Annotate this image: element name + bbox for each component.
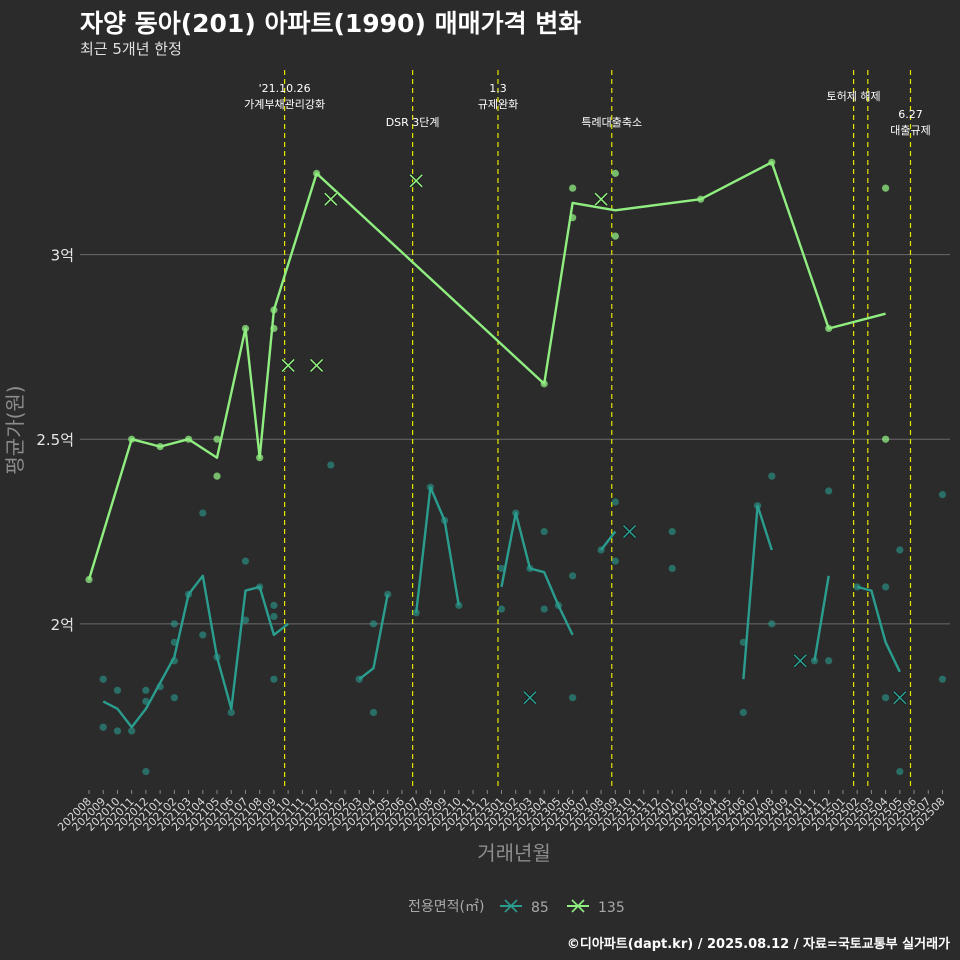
data-point-85: [668, 564, 676, 573]
data-point-85: [227, 708, 235, 717]
data-point-85: [170, 694, 178, 702]
policy-annotation-text: 규제완화: [478, 98, 518, 111]
data-point-85: [113, 686, 122, 694]
policy-annotation-text: '21.10.26: [259, 82, 311, 95]
cross-marker-85: [893, 691, 907, 705]
data-point-85: [896, 546, 904, 554]
cross-marker-135: [310, 358, 324, 372]
series-line-85: [415, 486, 460, 613]
legend-entry-85: 85: [531, 900, 549, 916]
policy-annotation-text: 특례대출축소: [581, 116, 642, 129]
data-point-85: [569, 572, 577, 580]
data-point-85: [99, 675, 107, 683]
y-tick-label: 3억: [51, 247, 74, 265]
series-line-85: [600, 530, 617, 551]
data-point-135: [213, 472, 221, 480]
data-point-85: [611, 498, 619, 506]
data-point-85: [825, 657, 833, 665]
data-point-85: [497, 605, 506, 613]
data-point-85: [327, 461, 335, 469]
data-point-85: [142, 686, 150, 694]
data-point-85: [270, 612, 278, 621]
data-point-85: [768, 620, 776, 628]
x-axis-ticks: 2020082020092020102020112020122021012021…: [55, 790, 948, 834]
data-point-135: [882, 184, 890, 192]
data-point-135: [569, 184, 577, 192]
series-line-85: [742, 504, 773, 680]
data-point-85: [128, 727, 136, 735]
data-point-85: [199, 509, 207, 517]
data-point-85: [270, 601, 278, 609]
cross-marker-135: [324, 192, 338, 206]
policy-annotation-text: 가계부채관리강화: [244, 98, 325, 111]
data-point-135: [85, 575, 93, 584]
chart-caption: ©디아파트(dapt.kr) / 2025.08.12 / 자료=국토교통부 실…: [566, 937, 950, 952]
scatter-points: [85, 158, 947, 776]
data-point-85: [896, 767, 904, 776]
data-point-85: [882, 583, 890, 591]
policy-annotation-text: 토허제 해제: [827, 89, 881, 103]
legend: 전용면적(㎡) 85 135: [408, 899, 625, 916]
y-axis-title: 평균가(원): [3, 385, 27, 474]
data-point-135: [882, 435, 890, 443]
data-point-85: [241, 557, 250, 565]
data-point-85: [241, 616, 250, 624]
data-point-85: [270, 675, 278, 683]
cross-markers: [281, 173, 907, 705]
gridlines: [80, 254, 950, 625]
data-point-85: [540, 527, 548, 536]
series-line-85: [813, 575, 830, 661]
series-line-85: [102, 574, 289, 729]
data-point-85: [882, 694, 890, 702]
x-axis-title: 거래년월: [477, 841, 551, 865]
data-point-85: [540, 605, 548, 613]
legend-title: 전용면적(㎡): [408, 899, 484, 915]
policy-annotation-text: 6.27: [898, 108, 923, 121]
chart-subtitle: 최근 5개년 한정: [80, 40, 182, 58]
cross-marker-135: [594, 192, 608, 206]
data-point-85: [369, 620, 378, 628]
cross-marker-85: [793, 654, 807, 668]
data-point-85: [99, 723, 107, 731]
data-point-85: [497, 564, 506, 573]
data-point-85: [369, 708, 378, 717]
data-point-85: [611, 557, 619, 565]
cross-marker-85: [622, 524, 637, 539]
y-axis-ticks: 2억 2.5억 3억: [36, 247, 74, 634]
data-point-135: [611, 169, 619, 177]
legend-entry-135: 135: [598, 900, 625, 916]
y-tick-label: 2억: [51, 616, 74, 634]
cross-marker-85: [523, 691, 537, 705]
data-point-85: [768, 472, 776, 480]
chart-title: 자양 동아(201) 아파트(1990) 매매가격 변화: [80, 9, 582, 38]
cross-marker-135: [409, 174, 423, 188]
data-point-85: [170, 620, 178, 628]
data-point-85: [113, 727, 122, 735]
policy-lines: [283, 70, 912, 790]
series-line-135: [87, 161, 886, 580]
y-tick-label: 2.5억: [36, 431, 74, 449]
legend-swatch-cross-85: [504, 899, 518, 913]
data-point-85: [569, 694, 577, 702]
series-line-85: [500, 511, 574, 636]
series-line-85: [856, 585, 901, 673]
data-point-85: [938, 491, 947, 499]
legend-swatch-cross-135: [571, 899, 585, 913]
policy-annotation-text: 대출규제: [890, 124, 930, 137]
series-lines: [87, 161, 901, 729]
data-point-85: [668, 527, 676, 536]
data-point-85: [142, 767, 150, 776]
series-line-85: [358, 594, 389, 681]
data-point-85: [739, 708, 747, 717]
cross-marker-135: [281, 358, 295, 372]
data-point-85: [938, 675, 947, 683]
data-point-135: [611, 232, 619, 240]
policy-annotation-text: DSR 3단계: [386, 116, 440, 129]
policy-annotation-text: 1.3: [489, 82, 507, 95]
data-point-135: [213, 435, 221, 443]
data-point-85: [199, 631, 207, 639]
data-point-85: [825, 487, 833, 495]
